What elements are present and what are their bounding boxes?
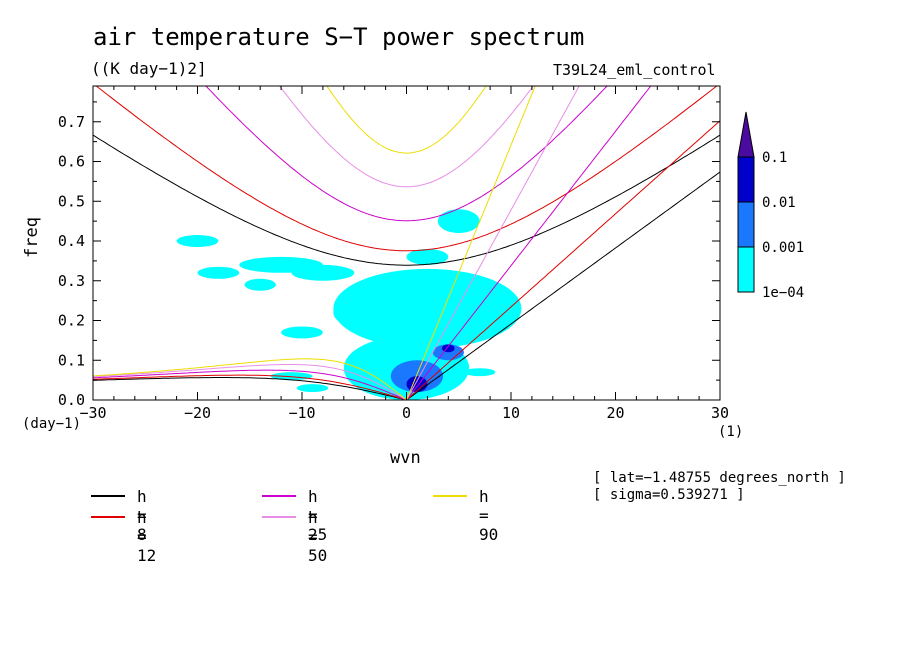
sigma-info: [ sigma=0.539271 ] [593,487,745,503]
inertia-gravity-curve [279,86,534,188]
inertia-gravity-curve [205,86,608,222]
y-tick-label: 0.6 [58,153,85,171]
power-region [281,326,323,339]
axis-ticks: −30 −20 −10 0 10 20 30 0.0 0.1 0.2 0.3 0.4 0.5 0.6 0.7 [58,86,729,422]
power-region [176,235,219,247]
rossby-curve [93,364,407,400]
rossby-curve [93,358,407,400]
y-tick-label: 0.4 [58,232,85,250]
y-tick-label: 0.1 [58,351,85,369]
power-region [437,209,480,234]
x-tick-label: −30 [79,404,106,422]
kelvin-curve [406,86,580,400]
rossby-curve [93,374,407,400]
x-tick-label: 30 [711,404,729,422]
legend-label: h = 8 [137,487,147,544]
dispersion-curves [93,86,720,400]
colorbar-label: 0.01 [762,195,796,211]
legend-swatch [262,495,296,497]
legend-swatch [262,516,296,518]
kelvin-curve [406,120,720,400]
power-region [333,268,522,349]
x-unit-label: (1) [718,424,744,440]
power-region [296,384,329,393]
colorbar-label: 0.001 [762,240,804,256]
power-region [406,248,449,265]
kelvin-curve [406,171,720,400]
units-label: ((K day−1)2] [91,59,207,78]
experiment-label: T39L24_eml_control [553,61,716,79]
chart-title: air temperature S−T power spectrum [93,23,585,51]
latitude-info: [ lat=−1.48755 degrees_north ] [593,470,846,486]
power-region [463,368,496,377]
y-axis-label: freq [22,217,42,258]
inertia-gravity-curve [93,134,720,266]
power-region [239,256,323,273]
x-axis-label: wvn [390,448,421,468]
legend-label: h = 25 [308,487,328,544]
legend-label: h = 50 [308,508,328,565]
x-tick-label: −20 [184,404,211,422]
power-region [390,360,444,393]
rossby-curve [93,369,407,400]
legend-swatch [433,495,467,497]
colorbar-label: 1e−04 [762,285,804,301]
y-unit-label: (day−1) [22,416,82,432]
kelvin-curve [406,86,652,400]
legend-label: h = 12 [137,508,157,565]
power-regions [176,209,522,400]
kelvin-curve [406,86,536,400]
colorbar-arrow [737,111,755,158]
x-tick-label: 10 [502,404,520,422]
x-tick-label: 0 [402,404,411,422]
x-tick-label: 20 [606,404,624,422]
y-tick-label: 0.2 [58,312,85,330]
y-tick-label: 0.3 [58,272,85,290]
power-region [333,296,397,329]
x-tick-label: −10 [288,404,315,422]
rossby-curve [93,377,407,400]
power-region [244,278,276,291]
y-tick-label: 0.5 [58,192,85,210]
y-tick-label: 0.7 [58,113,85,131]
legend-swatch [91,516,125,518]
colorbar-segment [737,201,755,248]
colorbar-segment [737,246,755,293]
y-tick-label: 0.0 [58,391,85,409]
colorbar: 1e−04 0.001 0.01 0.1 [737,111,804,301]
colorbar-segment [737,156,755,203]
inertia-gravity-curve [326,86,487,154]
inertia-gravity-curve [95,86,718,252]
colorbar-label: 0.1 [762,150,787,166]
power-region [197,266,240,279]
legend-swatch [91,495,125,497]
legend-label: h = 90 [479,487,499,544]
